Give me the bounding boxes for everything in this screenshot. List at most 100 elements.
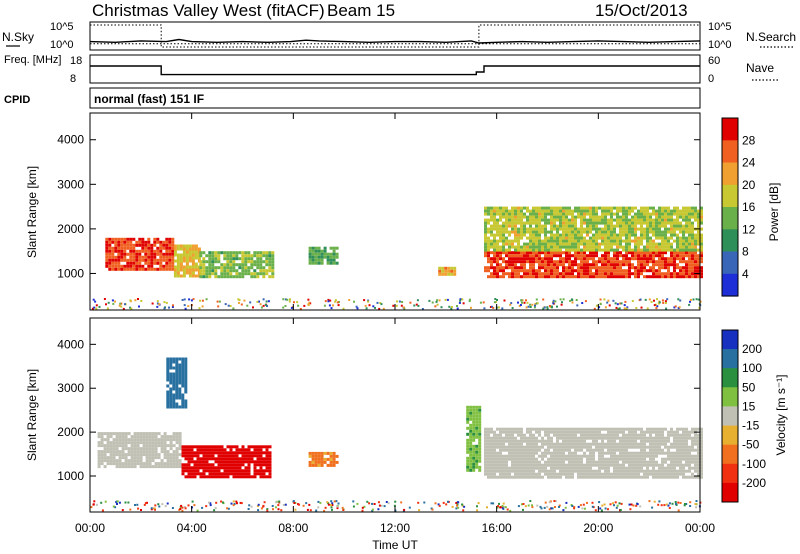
speckle-cell xyxy=(190,299,193,302)
heat-band-6-cell xyxy=(547,206,550,210)
heat-band-5-cell xyxy=(700,427,703,431)
speckle-cell xyxy=(150,507,153,510)
heat-band-0-cell xyxy=(153,255,157,259)
heat-band-5-cell xyxy=(553,430,556,434)
heat-band-5-cell xyxy=(643,430,646,434)
speckle-cell xyxy=(543,306,546,309)
heat-band-6-cell xyxy=(631,209,634,213)
heat-band-1-cell xyxy=(190,475,194,479)
heat-band-1-cell xyxy=(226,466,230,470)
speckle-cell xyxy=(188,298,191,301)
heat-band-5-cell xyxy=(673,272,676,276)
heat-band-5-cell xyxy=(595,475,598,479)
heat-band-5-cell xyxy=(505,445,508,449)
heat-band-0-cell xyxy=(129,255,133,259)
heat-band-2-cell xyxy=(229,272,233,276)
heat-band-6-cell xyxy=(496,239,499,243)
heat-band-5-cell xyxy=(622,263,625,267)
heat-band-1-cell xyxy=(250,460,254,464)
speckle-cell xyxy=(260,507,263,510)
heat-band-5-cell xyxy=(652,451,655,455)
heat-band-0-cell xyxy=(178,453,182,457)
heat-band-5-cell xyxy=(586,457,589,461)
heat-band-1-cell xyxy=(194,268,198,272)
heat-band-5-cell xyxy=(565,251,568,255)
heat-band-5-cell xyxy=(598,448,601,452)
speckle-cell xyxy=(363,505,366,508)
heat-band-0-cell xyxy=(135,258,139,262)
heat-band-5-cell xyxy=(484,454,487,458)
heat-band-1-cell xyxy=(214,448,218,452)
heat-band-6-cell xyxy=(547,242,550,246)
heat-band-3-cell xyxy=(311,460,315,464)
heat-band-6-cell xyxy=(580,233,583,237)
heat-band-6-cell xyxy=(688,233,691,237)
heat-band-6-cell xyxy=(691,245,694,249)
heat-band-5-cell xyxy=(577,475,580,479)
heat-band-5-cell xyxy=(598,460,601,464)
heat-band-5-cell xyxy=(556,266,559,270)
speckle-cell xyxy=(497,306,500,309)
speckle-cell xyxy=(450,307,453,310)
heat-band-1-cell xyxy=(191,256,195,260)
heat-band-3-cell xyxy=(317,261,321,265)
heat-band-5-cell xyxy=(529,460,532,464)
heat-band-6-cell xyxy=(487,221,490,225)
heat-band-5-cell xyxy=(631,466,634,470)
heat-band-5-cell xyxy=(691,442,694,446)
heat-band-5-cell xyxy=(574,448,577,452)
heat-band-5-cell xyxy=(658,466,661,470)
speckle-cell xyxy=(549,306,552,309)
heat-band-1-cell xyxy=(226,475,230,479)
heat-band-5-cell xyxy=(538,466,541,470)
heat-band-6-cell xyxy=(598,248,601,252)
heat-band-0-cell xyxy=(148,441,152,445)
heat-band-2-cell xyxy=(235,272,239,276)
heat-band-6-cell xyxy=(571,221,574,225)
heat-band-5-cell xyxy=(667,445,670,449)
heat-band-1-cell xyxy=(179,253,183,257)
heat-band-5-cell xyxy=(484,254,487,258)
heat-band-0-cell xyxy=(127,462,131,466)
heat-band-0-cell xyxy=(114,249,118,253)
heat-band-5-cell xyxy=(667,257,670,261)
heat-band-4-cell xyxy=(466,444,470,448)
heat-band-5-cell xyxy=(667,272,670,276)
heat-band-5-cell xyxy=(625,275,628,279)
heat-band-5-cell xyxy=(571,254,574,258)
heat-band-5-cell xyxy=(613,451,616,455)
heat-band-5-cell xyxy=(520,451,523,455)
heat-band-5-cell xyxy=(553,263,556,267)
heat-band-5-cell xyxy=(640,466,643,470)
heat-band-6-cell xyxy=(670,242,673,246)
heat-band-6-cell xyxy=(514,209,517,213)
heat-band-3-cell xyxy=(314,451,318,455)
heat-band-6-cell xyxy=(667,230,670,234)
heat-band-0-cell xyxy=(103,447,107,451)
heat-band-6-cell xyxy=(664,215,667,219)
heat-band-2-cell xyxy=(244,260,248,264)
heat-band-5-cell xyxy=(517,457,520,461)
heat-band-5-cell xyxy=(556,433,559,437)
heat-band-1-cell xyxy=(229,469,233,473)
heat-band-6-cell xyxy=(607,230,610,234)
heat-band-5-cell xyxy=(595,272,598,276)
heat-band-5-cell xyxy=(667,451,670,455)
heat-band-5-cell xyxy=(625,260,628,264)
heat-band-0-cell xyxy=(126,252,130,256)
speckle-cell xyxy=(553,500,556,502)
speckle-cell xyxy=(599,303,602,306)
heat-band-5-cell xyxy=(631,430,634,434)
heat-band-1-cell xyxy=(211,475,215,479)
heat-band-4-cell xyxy=(466,414,470,418)
heat-band-5-cell xyxy=(667,260,670,264)
heat-band-5-cell xyxy=(613,430,616,434)
heat-band-6-cell xyxy=(571,239,574,243)
heat-band-2-cell xyxy=(169,381,173,385)
heat-band-5-cell xyxy=(496,251,499,255)
heat-band-5-cell xyxy=(517,430,520,434)
heat-band-4-cell xyxy=(475,426,479,430)
heat-band-1-cell xyxy=(185,259,189,263)
heat-band-5-cell xyxy=(694,454,697,458)
heat-band-2-cell xyxy=(199,275,203,279)
